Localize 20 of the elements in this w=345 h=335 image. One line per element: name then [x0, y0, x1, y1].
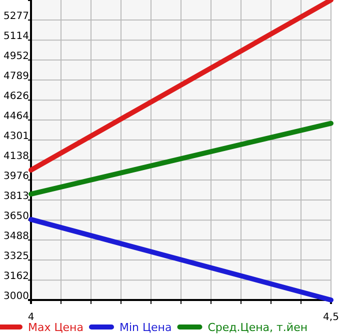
legend-label: Min Цена — [119, 321, 172, 334]
y-tick-label: 4952 — [4, 51, 29, 62]
y-tick-label: 3976 — [4, 171, 29, 182]
y-tick-label: 3162 — [4, 271, 29, 282]
y-tick-label: 5114 — [4, 31, 29, 42]
y-tick-label: 3325 — [4, 251, 29, 262]
y-tick-label: 3650 — [4, 211, 29, 222]
x-tick-label: 4 — [28, 312, 34, 323]
x-tick-label: 4,5 — [323, 312, 339, 323]
y-tick-label: 5277 — [4, 11, 29, 22]
y-tick-label: 4301 — [4, 131, 29, 142]
y-tick-label: 3813 — [4, 191, 29, 202]
legend-label: Сред.Цена, т.йен — [208, 321, 308, 334]
y-tick-label: 4789 — [4, 71, 29, 82]
y-tick-label: 4464 — [4, 111, 29, 122]
y-tick-label: 3488 — [4, 231, 29, 242]
legend-label: Max Цена — [28, 321, 84, 334]
y-tick-label: 4626 — [4, 91, 29, 102]
y-tick-label: 3000 — [4, 291, 29, 302]
y-tick-label: 4138 — [4, 151, 29, 162]
